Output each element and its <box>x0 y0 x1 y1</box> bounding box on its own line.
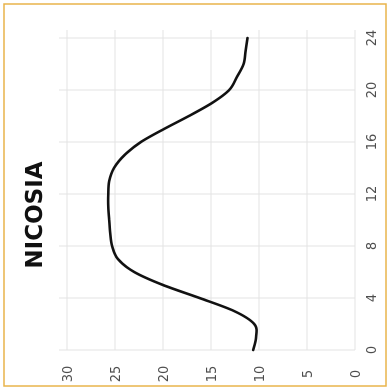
x-tick-label: 24 <box>365 30 380 47</box>
grid <box>59 30 356 351</box>
y-tick-label: 10 <box>253 366 268 383</box>
y-tick-label: 25 <box>109 366 124 383</box>
x-tick-label: 12 <box>365 186 380 203</box>
x-tick-label: 20 <box>365 82 380 99</box>
chart-frame <box>3 3 387 387</box>
y-tick-label: 5 <box>301 370 316 378</box>
x-tick-label: 8 <box>365 242 380 250</box>
x-tick-label: 16 <box>365 134 380 151</box>
y-tick-label: 20 <box>157 366 172 383</box>
series-line <box>106 36 258 352</box>
y-tick-label: 0 <box>349 370 364 378</box>
y-tick-labels: 0 5 10 15 20 25 30 <box>61 366 364 383</box>
y-tick-label: 15 <box>205 366 220 383</box>
x-tick-labels: 0 4 8 12 16 20 24 <box>365 30 380 354</box>
x-tick-label: 4 <box>365 294 380 302</box>
y-tick-label: 30 <box>61 366 76 383</box>
x-tick-label: 0 <box>365 346 380 354</box>
chart-title: NICOSIA <box>22 161 48 268</box>
